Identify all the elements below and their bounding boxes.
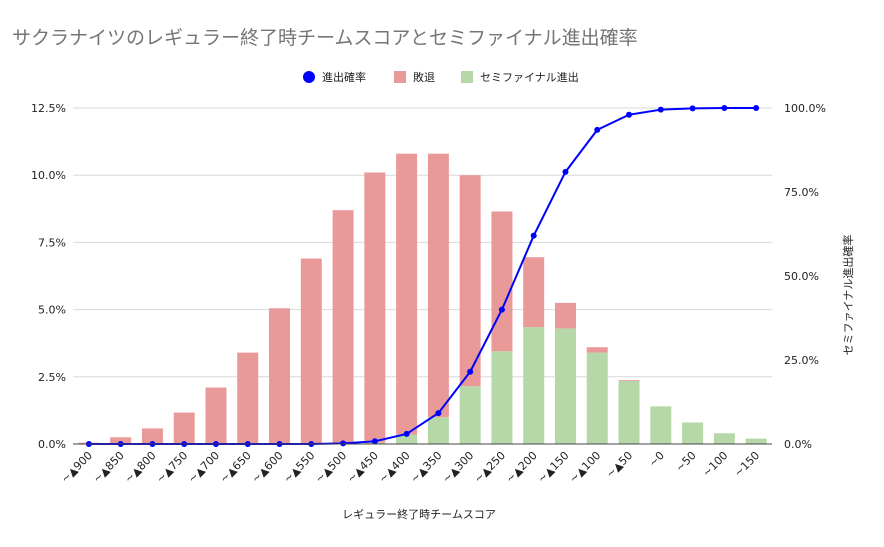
legend-label: セミファイナル進出	[480, 70, 579, 84]
bar-advance	[491, 351, 513, 444]
left-tick-label: 10.0%	[31, 169, 66, 182]
legend-label: 敗退	[413, 70, 435, 84]
x-tick-label: ~▲550	[281, 449, 318, 486]
bar-eliminated	[332, 210, 354, 444]
x-tick-label: ~▲250	[472, 449, 509, 486]
line-point	[657, 106, 664, 113]
line-point	[530, 232, 537, 239]
line-point	[403, 430, 410, 437]
bar-eliminated	[364, 172, 386, 443]
line-point	[498, 306, 505, 313]
bar-eliminated	[523, 257, 545, 328]
bar-eliminated	[141, 428, 163, 444]
line-point	[721, 105, 728, 111]
bar-advance	[396, 434, 418, 444]
left-tick-label: 0.0%	[38, 438, 66, 451]
left-tick-label: 7.5%	[38, 236, 66, 249]
right-tick-label: 50.0%	[784, 270, 819, 283]
x-axis-title: レギュラー終了時チームスコア	[342, 507, 496, 521]
bar-advance	[745, 438, 767, 444]
grid-layer	[73, 107, 772, 378]
x-tick-label: ~50	[673, 449, 699, 475]
bar-eliminated	[205, 387, 227, 444]
bar-eliminated	[586, 347, 608, 353]
bar-advance	[554, 328, 576, 444]
x-tick-label: ~▲50	[604, 449, 636, 481]
x-tick-label: ~▲150	[535, 449, 572, 486]
x-tick-label: ~▲350	[408, 449, 445, 486]
bar-eliminated	[554, 302, 576, 329]
bar-eliminated	[618, 380, 640, 381]
x-tick-label: ~▲700	[186, 449, 223, 486]
legend-swatch	[394, 71, 406, 83]
bar-eliminated	[269, 308, 291, 444]
bar-eliminated	[491, 211, 513, 352]
line-point	[689, 105, 696, 112]
legend-marker	[303, 71, 315, 83]
bar-advance	[618, 380, 640, 444]
line-point	[753, 105, 760, 111]
line-point	[435, 410, 442, 417]
x-tick-label: ~▲400	[376, 449, 413, 486]
x-tick-label: ~▲200	[503, 449, 540, 486]
bar-eliminated	[300, 258, 322, 444]
bar-advance	[523, 327, 545, 444]
right-tick-label: 25.0%	[784, 354, 819, 367]
x-tick-label: ~▲650	[217, 449, 254, 486]
x-tick-label: ~100	[700, 449, 731, 480]
left-tick-label: 2.5%	[38, 371, 66, 384]
x-tick-label: ~▲850	[90, 449, 127, 486]
line-point	[467, 368, 474, 375]
x-tick-label: ~▲600	[249, 449, 286, 486]
bar-advance	[650, 406, 672, 444]
bar-eliminated	[110, 437, 132, 444]
line-layer	[85, 105, 760, 447]
bar-advance	[713, 433, 735, 444]
bar-eliminated	[396, 153, 418, 435]
x-tick-label: ~0	[646, 449, 667, 470]
right-tick-label: 100.0%	[784, 102, 826, 115]
bar-eliminated	[459, 175, 481, 387]
line-point	[626, 111, 633, 118]
legend-label: 進出確率	[322, 70, 366, 84]
bar-eliminated	[427, 153, 449, 418]
bar-eliminated	[173, 412, 195, 444]
bar-advance	[459, 386, 481, 444]
x-tick-label: ~▲750	[154, 449, 191, 486]
bar-layer	[78, 153, 767, 444]
legend: 進出確率 敗退 セミファイナル進出	[303, 70, 579, 84]
x-tick-label: ~▲800	[122, 449, 159, 486]
left-tick-label: 5.0%	[38, 304, 66, 317]
right-tick-label: 75.0%	[784, 186, 819, 199]
series-line	[88, 107, 757, 445]
bar-advance	[427, 417, 449, 444]
bar-eliminated	[237, 352, 259, 444]
x-tick-label: ~▲100	[567, 449, 604, 486]
line-point	[562, 168, 569, 175]
legend-swatch	[461, 71, 473, 83]
x-tick-label: ~▲300	[440, 449, 477, 486]
line-point	[594, 126, 601, 133]
chart-title: サクラナイツのレギュラー終了時チームスコアとセミファイナル進出確率	[12, 27, 638, 49]
x-tick-label: ~▲900	[58, 449, 95, 486]
line-point	[340, 440, 347, 447]
right-axis-title: セミファイナル進出確率	[841, 235, 855, 356]
bar-advance	[586, 352, 608, 444]
bar-advance	[682, 422, 704, 444]
line-point	[371, 438, 378, 445]
x-tick-label: ~▲450	[344, 449, 381, 486]
x-tick-label: ~150	[732, 449, 763, 480]
right-tick-label: 0.0%	[784, 438, 812, 451]
x-tick-label: ~▲500	[313, 449, 350, 486]
left-tick-label: 12.5%	[31, 102, 66, 115]
